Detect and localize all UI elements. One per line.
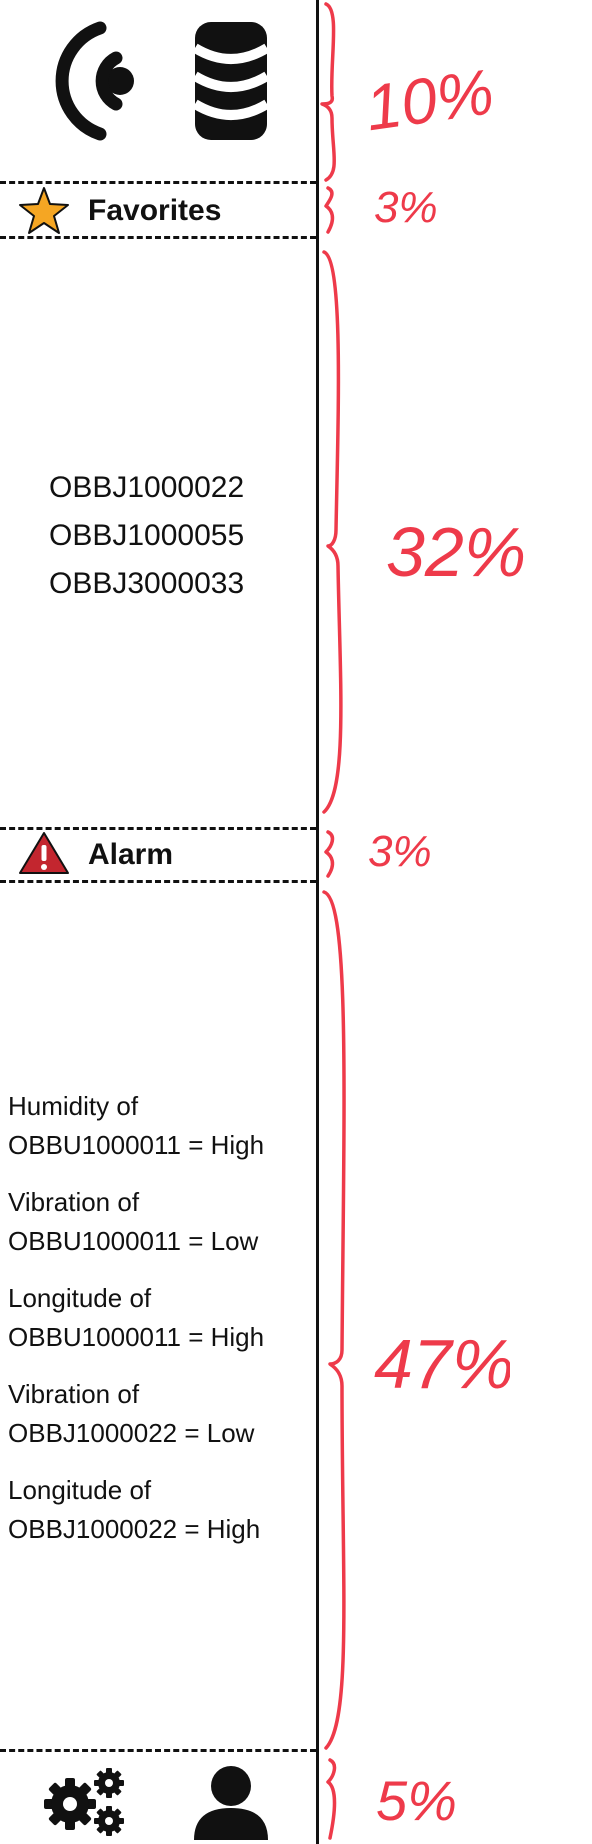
alarm-item-line2: OBBU1000011 = Low <box>8 1226 259 1256</box>
alarm-item-line1: Longitude of <box>8 1475 152 1505</box>
alarm-item-line1: Vibration of <box>8 1187 140 1217</box>
separator-top <box>0 181 316 184</box>
alarm-title: Alarm <box>88 838 174 871</box>
annotation-label: 5% <box>376 1769 457 1832</box>
favorites-title: Favorites <box>88 194 222 227</box>
favorite-item[interactable]: OBBJ1000022 <box>49 471 245 504</box>
annotation-braces <box>320 2 346 1840</box>
database-icon[interactable] <box>189 18 273 144</box>
favorites-list: OBBJ1000022 OBBJ1000055 OBBJ3000033 <box>49 464 244 608</box>
alarm-item[interactable]: Longitude of OBBU1000011 = High <box>8 1279 312 1357</box>
alarm-item[interactable]: Longitude of OBBJ1000022 = High <box>8 1471 312 1549</box>
annotation-text-alarm-header: 3% <box>368 827 432 876</box>
warning-icon <box>19 832 69 874</box>
star-icon <box>19 187 69 234</box>
alarm-item-line1: Vibration of <box>8 1379 140 1409</box>
annotation-text-favorites-list: 32% <box>386 513 526 588</box>
alarm-item-line2: OBBU1000011 = High <box>8 1322 265 1352</box>
annotation-text-favorites-header: 3% <box>374 183 438 232</box>
wireless-icon[interactable] <box>44 18 140 144</box>
alarm-list: Humidity of OBBU1000011 = High Vibration… <box>8 1087 312 1567</box>
user-icon[interactable] <box>192 1764 270 1840</box>
separator-favorites <box>0 236 316 239</box>
alarm-item-line1: Humidity of <box>8 1091 139 1121</box>
separator-alarm <box>0 880 316 883</box>
alarm-item-line2: OBBU1000011 = High <box>8 1130 265 1160</box>
annotation-label: 3% <box>368 827 432 876</box>
annotation-text-top: 10% <box>361 66 498 136</box>
alarm-item[interactable]: Humidity of OBBU1000011 = High <box>8 1087 312 1165</box>
annotation-label: 10% <box>361 66 498 136</box>
settings-gears-icon[interactable] <box>42 1766 126 1838</box>
alarm-item[interactable]: Vibration of OBBU1000011 = Low <box>8 1183 312 1261</box>
alarm-item-line1: Longitude of <box>8 1283 152 1313</box>
alarm-item[interactable]: Vibration of OBBJ1000022 = Low <box>8 1375 312 1453</box>
separator-bottom <box>0 1749 316 1752</box>
sidebar-divider <box>316 0 319 1844</box>
annotation-label: 3% <box>374 183 438 232</box>
alarm-item-line2: OBBJ1000022 = High <box>8 1514 261 1544</box>
annotation-label: 47% <box>374 1325 510 1400</box>
separator-alarm-top <box>0 827 316 830</box>
favorite-item[interactable]: OBBJ1000055 <box>49 519 245 552</box>
favorite-item[interactable]: OBBJ3000033 <box>49 567 245 600</box>
annotation-text-alarm-list: 47% <box>374 1325 510 1400</box>
alarm-item-line2: OBBJ1000022 = Low <box>8 1418 255 1448</box>
annotation-label: 32% <box>386 513 526 588</box>
annotation-text-bottom: 5% <box>376 1769 457 1832</box>
